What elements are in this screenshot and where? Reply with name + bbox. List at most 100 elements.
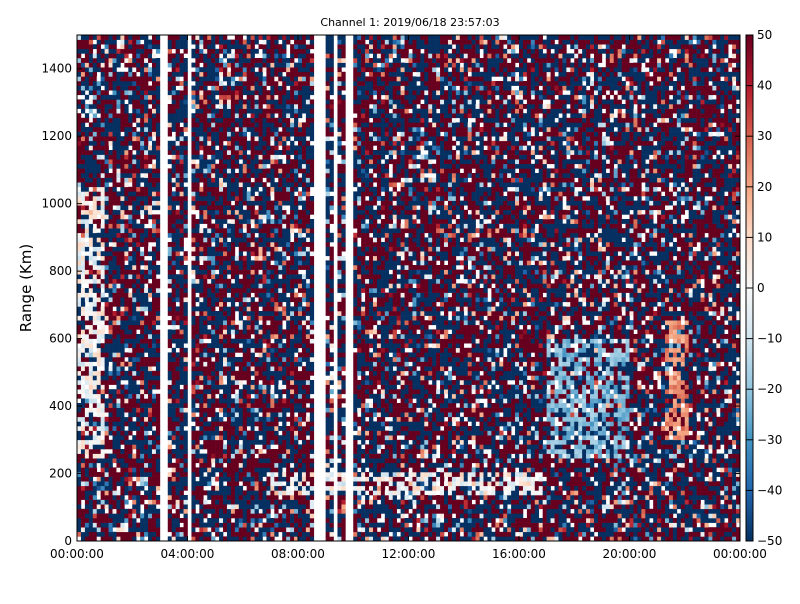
- heatmap-cell: [175, 145, 180, 151]
- heatmap-cell: [104, 389, 109, 395]
- heatmap-cell: [171, 251, 176, 257]
- heatmap-cell: [112, 297, 117, 303]
- heatmap-cell: [96, 274, 101, 280]
- heatmap-cell: [258, 375, 263, 381]
- heatmap-cell: [266, 53, 271, 59]
- heatmap-cell: [112, 154, 117, 160]
- heatmap-cell: [199, 412, 204, 418]
- heatmap-cell: [144, 186, 149, 192]
- heatmap-cell: [183, 430, 188, 436]
- heatmap-cell: [226, 393, 232, 399]
- heatmap-cell: [219, 311, 224, 316]
- heatmap-cell: [278, 53, 283, 59]
- heatmap-cell: [234, 136, 240, 142]
- heatmap-cell: [250, 435, 255, 441]
- heatmap-cell: [88, 232, 94, 238]
- heatmap-cell: [77, 145, 82, 151]
- heatmap-cell: [223, 251, 228, 257]
- heatmap-cell: [215, 122, 220, 128]
- heatmap-cell: [112, 375, 117, 381]
- heatmap-cell: [77, 90, 82, 96]
- heatmap-cell: [274, 232, 279, 238]
- heatmap-cell: [80, 522, 86, 528]
- heatmap-cell: [148, 306, 153, 312]
- heatmap-cell: [144, 163, 149, 169]
- heatmap-cell: [77, 159, 82, 165]
- heatmap-cell: [167, 444, 173, 450]
- heatmap-cell: [195, 370, 200, 376]
- heatmap-cell: [120, 39, 125, 45]
- heatmap-cell: [132, 168, 137, 174]
- heatmap-cell: [191, 375, 196, 381]
- heatmap-cell: [112, 426, 117, 431]
- heatmap-cell: [262, 150, 267, 155]
- heatmap-cell: [246, 214, 251, 220]
- heatmap-cell: [151, 274, 157, 280]
- heatmap-cell: [238, 255, 244, 261]
- heatmap-cell: [112, 94, 117, 100]
- heatmap-cell: [207, 393, 212, 399]
- heatmap-cell: [128, 527, 133, 533]
- heatmap-cell: [223, 536, 228, 541]
- heatmap-cell: [104, 159, 109, 165]
- heatmap-cell: [270, 329, 275, 335]
- heatmap-cell: [104, 301, 109, 307]
- heatmap-cell: [270, 182, 275, 188]
- heatmap-cell: [148, 53, 153, 59]
- heatmap-cell: [226, 292, 232, 298]
- heatmap-cell: [77, 219, 82, 224]
- heatmap-cell: [195, 260, 200, 266]
- heatmap-cell: [199, 536, 204, 541]
- heatmap-cell: [124, 173, 129, 178]
- heatmap-cell: [124, 324, 129, 330]
- heatmap-cell: [124, 94, 129, 100]
- heatmap-cell: [270, 311, 275, 316]
- heatmap-cell: [120, 453, 125, 459]
- heatmap-cell: [88, 58, 94, 63]
- heatmap-cell: [262, 444, 267, 450]
- heatmap-cell: [211, 62, 216, 68]
- heatmap-cell: [179, 370, 184, 376]
- heatmap-cell: [246, 366, 251, 372]
- heatmap-cell: [128, 48, 133, 54]
- heatmap-cell: [112, 403, 117, 408]
- heatmap-cell: [100, 163, 105, 169]
- heatmap-cell: [195, 398, 200, 404]
- heatmap-cell: [120, 283, 125, 289]
- heatmap-cell: [266, 113, 271, 119]
- heatmap-cell: [215, 223, 220, 229]
- heatmap-cell: [77, 315, 82, 321]
- heatmap-cell: [258, 251, 263, 257]
- heatmap-cell: [171, 53, 176, 59]
- heatmap-cell: [258, 481, 263, 487]
- heatmap-cell: [258, 347, 263, 353]
- heatmap-cell: [148, 462, 153, 468]
- heatmap-cell: [203, 85, 208, 91]
- heatmap-cell: [238, 389, 244, 395]
- heatmap-cell: [203, 35, 208, 40]
- heatmap-cell: [136, 320, 141, 326]
- heatmap-cell: [258, 297, 263, 303]
- heatmap-cell: [108, 476, 113, 482]
- heatmap-cell: [171, 393, 176, 399]
- heatmap-cell: [179, 490, 184, 496]
- heatmap-cell: [215, 186, 220, 192]
- heatmap-cell: [254, 426, 259, 431]
- heatmap-cell: [254, 513, 259, 519]
- heatmap-cell: [100, 71, 105, 77]
- heatmap-cell: [80, 320, 86, 326]
- heatmap-cell: [104, 334, 109, 339]
- heatmap-cell: [274, 292, 279, 298]
- heatmap-cell: [278, 301, 283, 307]
- heatmap-cell: [128, 393, 133, 399]
- heatmap-cell: [112, 62, 117, 68]
- heatmap-cell: [104, 113, 109, 119]
- heatmap-cell: [262, 352, 267, 358]
- heatmap-cell: [211, 292, 216, 298]
- heatmap-cell: [246, 481, 251, 487]
- heatmap-cell: [199, 320, 204, 326]
- heatmap-cell: [136, 393, 141, 399]
- heatmap-cell: [238, 403, 244, 408]
- heatmap-cell: [179, 472, 184, 477]
- heatmap-cell: [175, 223, 180, 229]
